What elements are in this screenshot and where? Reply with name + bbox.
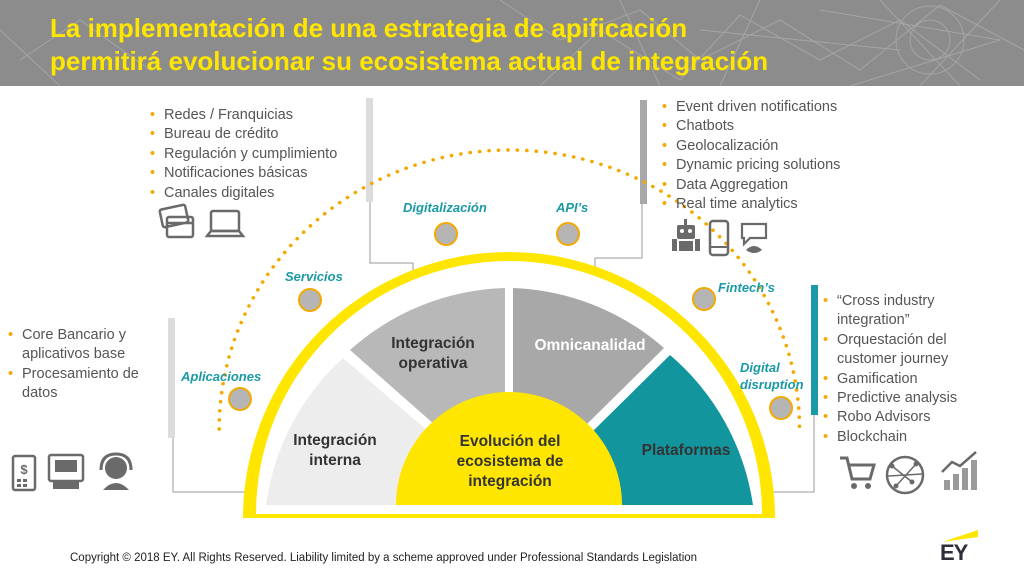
footer-copyright: Copyright © 2018 EY. All Rights Reserved… [70, 552, 698, 564]
stage-label-apis: API’s [556, 200, 589, 215]
stage-label-digital-disruption: Digital disruption [740, 360, 804, 392]
globe-icon [885, 455, 925, 495]
list-item: Bureau de crédito [150, 125, 365, 145]
list-item: Canales digitales [150, 184, 365, 204]
stage-label-fintechs: Fintech’s [718, 280, 775, 295]
bar-right [811, 285, 818, 415]
segment-label-operativa: Integración operativa [391, 335, 475, 372]
title-line-1: La implementación de una estrategia de a… [50, 13, 688, 43]
bar-top-left [366, 98, 373, 202]
list-top-right: Event driven notifications Chatbots Geol… [662, 98, 882, 215]
robot-icon [672, 219, 700, 251]
segment-label-plataformas: Plataformas [641, 442, 731, 459]
ey-logo-mark [942, 530, 978, 542]
segment-integracion-interna [266, 358, 429, 505]
ey-logo: EY [940, 528, 980, 573]
support-agent-icon [99, 452, 133, 490]
list-item: Orquestación del customer journey [823, 331, 998, 370]
list-item: Robo Advisors [823, 408, 998, 428]
smartphone-icon [708, 219, 730, 257]
shopping-cart-icon [840, 456, 876, 489]
list-right: “Cross industry integration” Orquestació… [823, 292, 998, 448]
list-item: Regulación y cumplimiento [150, 145, 365, 165]
list-item: Procesamiento de datos [8, 365, 163, 404]
list-item: Data Aggregation [662, 176, 882, 196]
list-item: Real time analytics [662, 195, 882, 215]
bar-left [168, 318, 175, 438]
stage-label-digitalizacion: Digitalización [403, 200, 487, 215]
ey-logo-text: EY [940, 540, 968, 565]
title-line-2: permitirá evolucionar su ecosistema actu… [50, 46, 769, 76]
segment-plataformas [592, 355, 753, 505]
speech-bird-icon [740, 222, 768, 253]
list-item: Event driven notifications [662, 98, 882, 118]
header-banner: La implementación de una estrategia de a… [0, 0, 1024, 86]
list-top-left: Redes / Franquicias Bureau de crédito Re… [150, 106, 365, 203]
segment-label-interna: Integración interna [293, 432, 377, 469]
stage-label-aplicaciones: Aplicaciones [181, 369, 262, 384]
stage-dot-digitalizacion [434, 222, 458, 246]
atm-icon [47, 453, 85, 489]
evolution-dotted-arc [217, 148, 802, 431]
pos-terminal-icon: $ [11, 454, 37, 492]
page-title: La implementación de una estrategia de a… [50, 12, 768, 78]
segment-integracion-operativa [350, 288, 505, 425]
segment-label-omnicanalidad: Omnicanalidad [534, 337, 646, 354]
segment-center [396, 392, 622, 505]
list-item: Geolocalización [662, 137, 882, 157]
stage-dot-servicios [298, 288, 322, 312]
list-item: “Cross industry integration” [823, 292, 998, 331]
list-item: Chatbots [662, 117, 882, 137]
list-item: Gamification [823, 370, 998, 390]
list-left: Core Bancario y aplicativos base Procesa… [8, 326, 163, 404]
laptop-icon [205, 209, 246, 238]
list-item: Redes / Franquicias [150, 106, 365, 126]
svg-text:$: $ [20, 462, 28, 477]
stage-dot-digital-disruption [769, 396, 793, 420]
list-item: Notificaciones básicas [150, 164, 365, 184]
list-item: Predictive analysis [823, 389, 998, 409]
growth-chart-icon [941, 451, 977, 490]
list-item: Core Bancario y aplicativos base [8, 326, 163, 365]
bar-top-right [640, 100, 647, 204]
credit-card-icon [158, 203, 195, 239]
list-item: Blockchain [823, 428, 998, 448]
stage-dot-apis [556, 222, 580, 246]
segment-label-center: Evolución del ecosistema de integración [456, 433, 564, 490]
segment-omnicanalidad [513, 288, 664, 426]
list-item: Dynamic pricing solutions [662, 156, 882, 176]
stage-label-servicios: Servicios [285, 269, 343, 284]
network-pattern [0, 0, 1024, 86]
stage-dot-fintechs [692, 287, 716, 311]
stage-dot-aplicaciones [228, 387, 252, 411]
